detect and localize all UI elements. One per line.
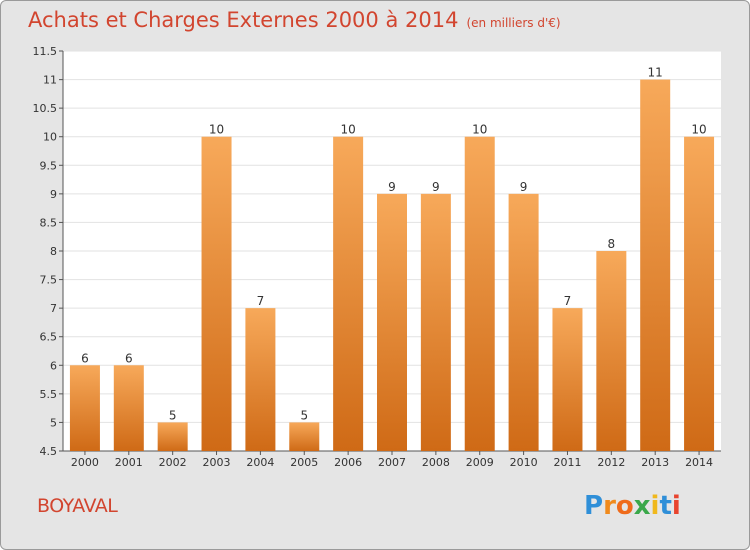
data-label: 6 <box>125 351 133 365</box>
data-label: 5 <box>300 408 308 422</box>
brand-letter: i <box>671 491 681 521</box>
x-tick-label: 2012 <box>597 456 625 469</box>
bar <box>113 365 144 451</box>
bar <box>377 193 407 451</box>
chart-title-text: Achats et Charges Externes 2000 à 2014 <box>28 8 459 32</box>
data-label: 9 <box>432 180 440 194</box>
y-tick-label: 7 <box>50 302 57 315</box>
bar <box>684 136 715 451</box>
y-tick-label: 11.5 <box>33 45 58 58</box>
y-tick-label: 10 <box>43 131 57 144</box>
x-tick-label: 2011 <box>553 456 581 469</box>
y-tick-label: 6.5 <box>40 331 58 344</box>
y-tick-label: 10.5 <box>33 102 58 115</box>
x-tick-label: 2010 <box>510 456 538 469</box>
x-tick-label: 2009 <box>466 456 494 469</box>
y-tick-label: 4.5 <box>40 445 58 458</box>
x-tick-label: 2004 <box>246 456 274 469</box>
city-name: BOYAVAL <box>37 495 118 517</box>
chart-title: Achats et Charges Externes 2000 à 2014 (e… <box>28 8 561 32</box>
chart-unit: (en milliers d'€) <box>466 16 561 30</box>
proxiti-logo: Proxiti <box>584 491 681 521</box>
brand-letter: t <box>659 491 672 521</box>
y-tick-label: 8.5 <box>40 216 58 229</box>
data-label: 10 <box>209 123 224 137</box>
x-tick-label: 2013 <box>641 456 669 469</box>
brand-letter: o <box>615 491 634 521</box>
y-tick-label: 5.5 <box>40 388 58 401</box>
bar <box>508 193 539 451</box>
data-label: 9 <box>520 180 528 194</box>
y-tick-label: 9.5 <box>40 159 58 172</box>
data-label: 8 <box>608 237 616 251</box>
data-label: 5 <box>169 408 177 422</box>
x-tick-label: 2008 <box>422 456 450 469</box>
data-label: 7 <box>257 294 265 308</box>
x-tick-label: 2002 <box>159 456 187 469</box>
brand-letter: r <box>603 491 616 521</box>
bar <box>333 136 364 451</box>
bar <box>420 193 451 451</box>
bar <box>640 79 671 452</box>
x-tick-label: 2006 <box>334 456 362 469</box>
brand-letter: x <box>633 491 651 521</box>
x-tick-label: 2014 <box>685 456 713 469</box>
data-label: 10 <box>472 123 487 137</box>
data-label: 11 <box>648 66 663 80</box>
brand-letter: i <box>650 491 660 521</box>
data-label: 10 <box>691 123 706 137</box>
y-tick-label: 5 <box>50 416 57 429</box>
x-tick-label: 2000 <box>71 456 99 469</box>
data-label: 7 <box>564 294 572 308</box>
brand-letter: P <box>584 491 604 521</box>
bar <box>245 308 276 451</box>
y-tick-label: 6 <box>50 359 57 372</box>
data-label: 10 <box>340 123 355 137</box>
x-tick-label: 2001 <box>115 456 143 469</box>
y-tick-label: 11 <box>43 74 57 87</box>
x-tick-label: 2007 <box>378 456 406 469</box>
bar <box>201 136 232 451</box>
y-tick-label: 8 <box>50 245 57 258</box>
y-tick-label: 7.5 <box>40 274 58 287</box>
bar <box>69 365 100 451</box>
bar <box>157 422 188 451</box>
bar <box>596 251 627 451</box>
bar <box>464 136 495 451</box>
x-tick-label: 2005 <box>290 456 318 469</box>
y-tick-label: 9 <box>50 188 57 201</box>
bar <box>552 308 583 451</box>
x-tick-label: 2003 <box>203 456 231 469</box>
bar <box>289 422 320 451</box>
data-label: 6 <box>81 351 89 365</box>
data-label: 9 <box>388 180 396 194</box>
